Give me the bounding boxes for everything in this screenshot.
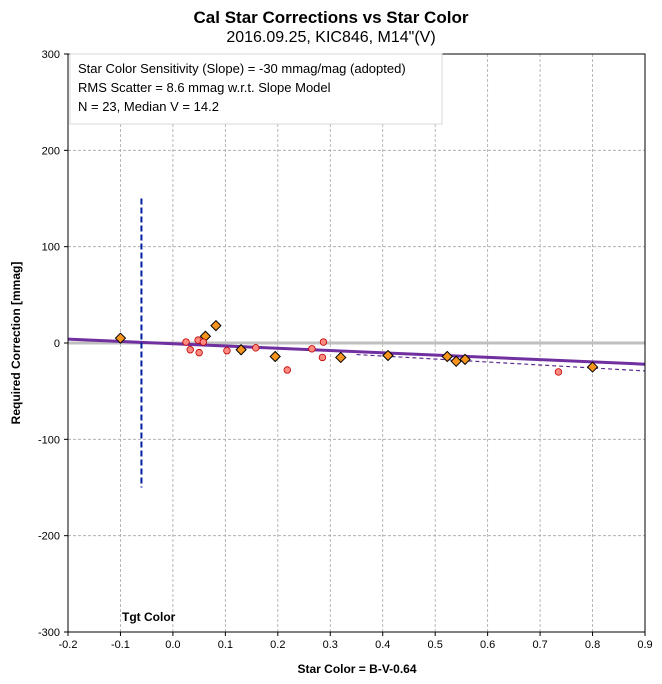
x-tick-label: 0.6	[480, 639, 495, 651]
line-layer	[67, 198, 646, 488]
annotation-line-2: RMS Scatter = 8.6 mmag w.r.t. Slope Mode…	[78, 80, 331, 95]
circle-point	[199, 338, 208, 346]
y-tick-label: 0	[54, 338, 60, 350]
slope-model-line	[67, 337, 646, 366]
target-color-label: Tgt Color	[122, 610, 176, 624]
y-axis-title: Required Correction [mmag]	[9, 262, 23, 425]
x-tick-label: -0.1	[111, 639, 130, 651]
y-tick-label: -300	[38, 627, 60, 639]
x-tick-label: 0.0	[165, 639, 180, 651]
x-tick-label: -0.2	[59, 639, 78, 651]
circle-point	[182, 338, 190, 346]
diamond-point	[335, 351, 347, 364]
y-tick-label: -100	[38, 434, 60, 446]
diamond-point	[235, 344, 247, 356]
annotation-line-1: Star Color Sensitivity (Slope) = -30 mma…	[78, 61, 406, 76]
circle-point	[319, 338, 328, 346]
x-axis-title: Star Color = B-V-0.64	[297, 662, 416, 676]
circle-point	[283, 366, 291, 374]
circle-point	[554, 368, 563, 376]
annotation-background	[69, 53, 443, 125]
x-tick-label: 0.7	[532, 639, 547, 651]
circle-point	[223, 347, 231, 355]
x-tick-label: 0.1	[218, 639, 233, 651]
diamond-point	[459, 353, 471, 366]
diamond-point	[269, 350, 281, 363]
annotation-box: Star Color Sensitivity (Slope) = -30 mma…	[69, 53, 443, 125]
diamond-point	[450, 355, 462, 368]
x-tick-label: 0.9	[637, 639, 652, 651]
circle-point	[186, 346, 194, 354]
x-tick-label: 0.3	[323, 639, 338, 651]
circle-point	[308, 345, 316, 353]
circle-point	[318, 353, 327, 362]
tick-layer: -0.2 -0.1 0.0 0.1 0.2 0.3 0.4 0.5 0.6 0.7 0.8 0.9 -3…	[38, 49, 653, 651]
chart-subtitle: 2016.09.25, KIC846, M14"(V)	[226, 29, 436, 46]
diamond-point	[586, 361, 599, 373]
x-tick-label: 0.8	[585, 639, 600, 651]
y-tick-label: 300	[42, 49, 60, 61]
annotation-line-3: N = 23, Median V = 14.2	[78, 99, 219, 114]
circle-point	[252, 344, 260, 352]
diamond-point	[114, 332, 127, 344]
chart-title: Cal Star Corrections vs Star Color	[193, 8, 469, 27]
grid-layer	[68, 54, 645, 632]
diamond-point	[441, 350, 453, 363]
x-tick-label: 0.5	[428, 639, 443, 651]
circle-point	[195, 348, 203, 357]
y-tick-label: 100	[42, 242, 60, 254]
point-layer	[114, 319, 599, 376]
x-tick-label: 0.2	[270, 639, 285, 651]
y-tick-label: 200	[42, 145, 60, 157]
y-tick-label: -200	[38, 531, 60, 543]
x-tick-label: 0.4	[375, 639, 390, 651]
diamond-point	[210, 319, 222, 332]
diamond-point	[382, 349, 394, 362]
